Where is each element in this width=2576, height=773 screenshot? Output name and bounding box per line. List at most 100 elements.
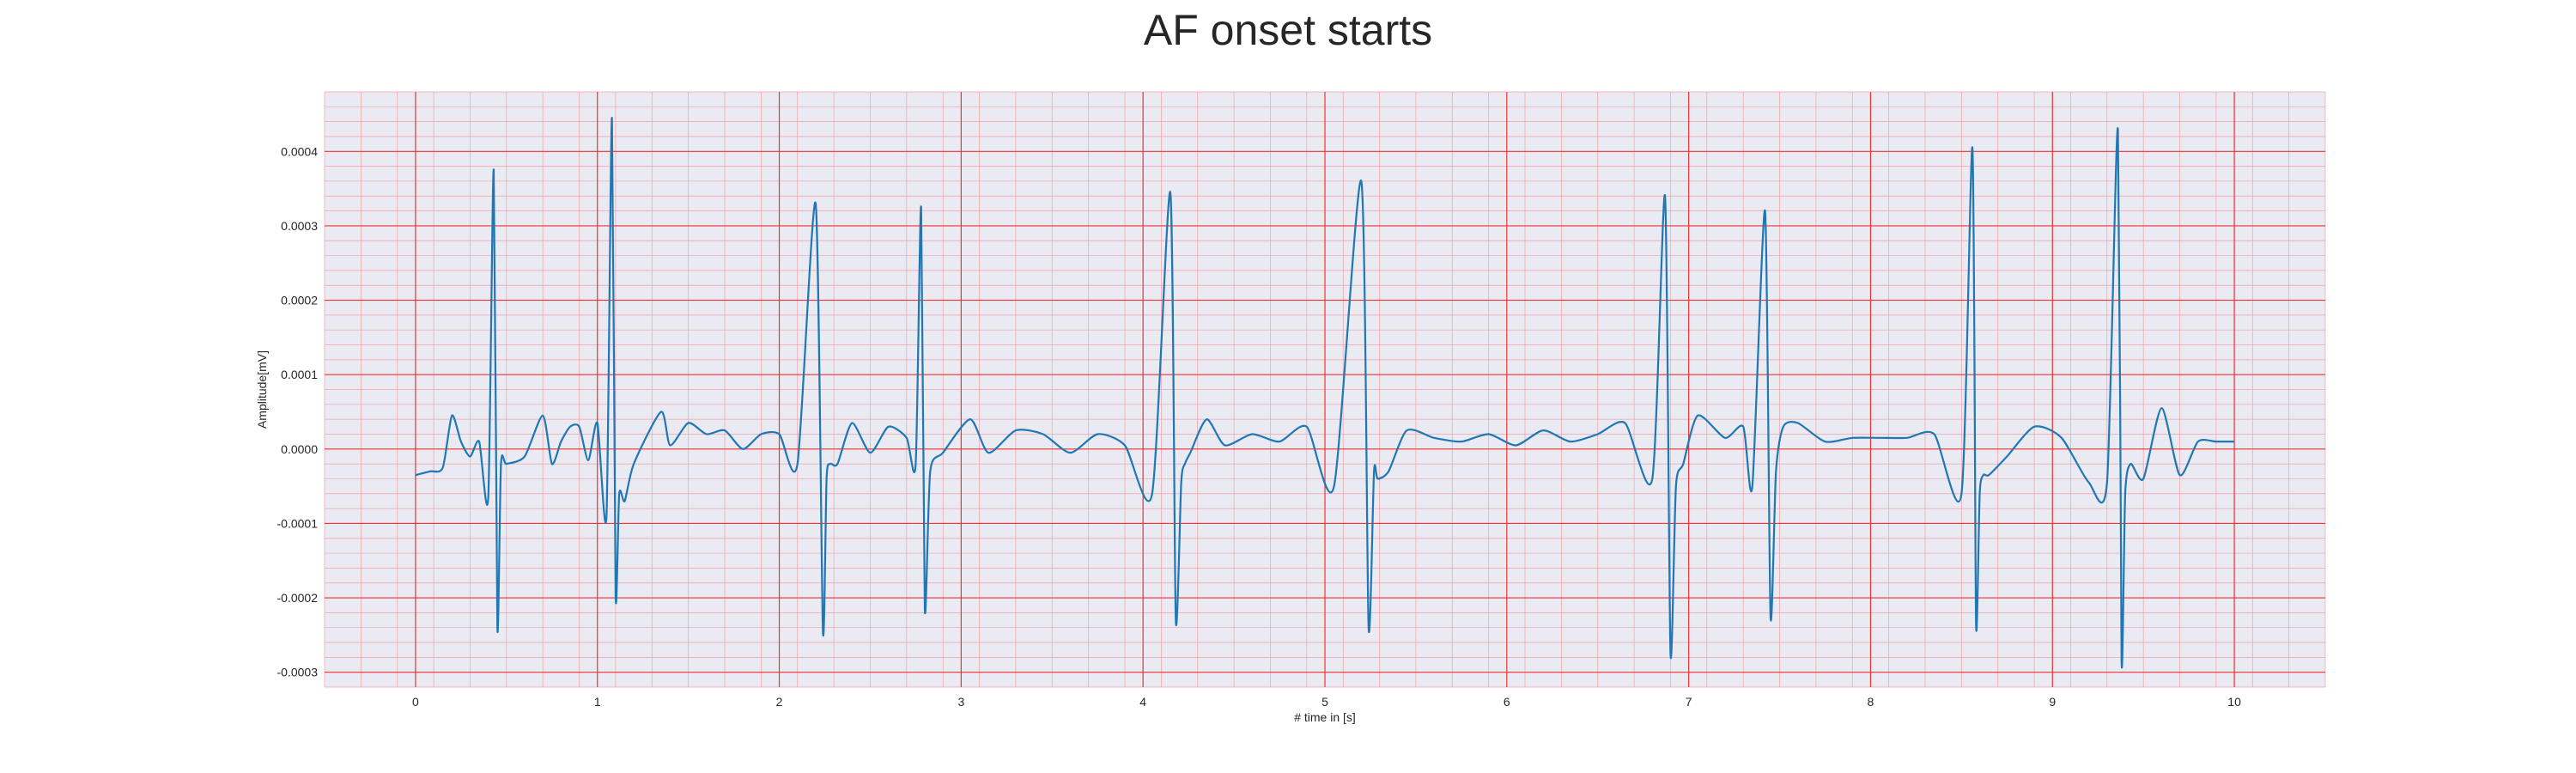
data-point: [1724, 437, 1726, 439]
data-point: [1488, 433, 1490, 435]
ecg-trace: [415, 117, 2235, 669]
y-tick-label: 0.0004: [281, 144, 318, 158]
data-point: [929, 471, 931, 472]
data-point: [2129, 463, 2131, 465]
data-point: [2117, 128, 2119, 130]
data-point: [2106, 482, 2108, 484]
x-tick-label: 0: [412, 695, 419, 709]
x-tick-label: 8: [1868, 695, 1874, 709]
data-point: [1651, 478, 1653, 479]
data-point: [1373, 471, 1375, 472]
data-point: [1971, 147, 1973, 149]
data-point: [1775, 471, 1777, 472]
data-point: [633, 463, 635, 465]
data-point: [496, 627, 498, 629]
data-point: [542, 415, 544, 417]
data-point: [1124, 444, 1126, 446]
data-point: [797, 463, 799, 465]
data-point: [1175, 619, 1176, 621]
data-point: [415, 474, 416, 476]
data-point: [1797, 422, 1799, 423]
data-point: [1675, 485, 1677, 487]
data-point: [469, 455, 471, 457]
data-point: [1376, 478, 1378, 479]
data-point: [969, 418, 971, 420]
data-point: [618, 493, 620, 495]
x-tick-label: 10: [2227, 695, 2241, 709]
data-point: [615, 593, 617, 595]
data-point: [1515, 444, 1516, 446]
data-point: [478, 441, 480, 442]
data-point: [624, 500, 626, 502]
data-point: [1388, 471, 1389, 472]
data-point: [2197, 441, 2199, 442]
data-point: [1825, 441, 1826, 442]
data-point: [779, 433, 781, 435]
data-point: [1851, 437, 1853, 439]
chart-title: AF onset starts: [1143, 6, 1433, 54]
data-point: [1570, 441, 1571, 442]
y-axis-ticks: -0.0003 -0.0002 -0.0001 0.0000 0.0001 0.0002 0…: [277, 144, 319, 679]
data-point: [1542, 429, 1544, 431]
data-point: [2006, 455, 2008, 457]
data-point: [2215, 441, 2217, 442]
data-point: [688, 422, 690, 423]
data-point: [1360, 180, 1362, 182]
x-tick-label: 6: [1504, 695, 1510, 709]
data-point: [1181, 482, 1182, 484]
x-tick-label: 5: [1321, 695, 1328, 709]
x-axis-label: # time in [s]: [1294, 710, 1356, 724]
data-point: [1433, 437, 1435, 439]
y-axis-label: Amplitude[mV]: [255, 350, 269, 429]
x-tick-label: 9: [2049, 695, 2056, 709]
data-point: [2160, 407, 2162, 409]
data-point: [906, 437, 908, 439]
data-point: [836, 463, 838, 465]
data-point: [815, 203, 817, 204]
x-tick-label: 3: [957, 695, 964, 709]
data-point: [2142, 478, 2144, 479]
data-point: [442, 466, 444, 468]
data-point: [2061, 437, 2063, 439]
data-point: [987, 452, 989, 453]
data-point: [1097, 433, 1098, 435]
data-point: [2088, 482, 2090, 484]
data-point: [460, 441, 462, 442]
x-tick-label: 4: [1139, 695, 1146, 709]
data-point: [1664, 195, 1666, 197]
y-tick-label: 0.0003: [281, 219, 318, 233]
data-point: [1742, 426, 1744, 428]
major-grid: [325, 92, 2325, 687]
y-tick-label: -0.0003: [277, 666, 319, 679]
data-point: [669, 444, 671, 446]
y-tick-label: 0.0001: [281, 368, 318, 381]
data-point: [1251, 433, 1253, 435]
data-point: [1015, 429, 1017, 431]
data-point: [888, 426, 890, 428]
data-point: [1206, 418, 1207, 420]
data-point: [1669, 653, 1671, 654]
data-point: [587, 460, 589, 461]
data-point: [2121, 660, 2123, 662]
data-point: [1752, 485, 1753, 487]
data-point: [560, 441, 562, 442]
data-point: [1461, 441, 1462, 442]
data-point: [2124, 493, 2126, 495]
data-point: [760, 433, 762, 435]
data-point: [551, 463, 553, 465]
data-point: [611, 117, 613, 119]
data-point: [742, 448, 744, 450]
data-point: [1597, 433, 1599, 435]
x-tick-label: 1: [594, 695, 601, 709]
data-point: [2179, 474, 2181, 476]
data-point: [924, 608, 926, 610]
data-point: [1770, 616, 1771, 618]
data-point: [869, 452, 871, 453]
y-tick-label: 0.0002: [281, 294, 318, 307]
data-point: [826, 478, 828, 479]
data-point: [2033, 426, 2035, 428]
data-point: [851, 422, 853, 423]
data-point: [1934, 433, 1935, 435]
data-point: [1224, 444, 1226, 446]
